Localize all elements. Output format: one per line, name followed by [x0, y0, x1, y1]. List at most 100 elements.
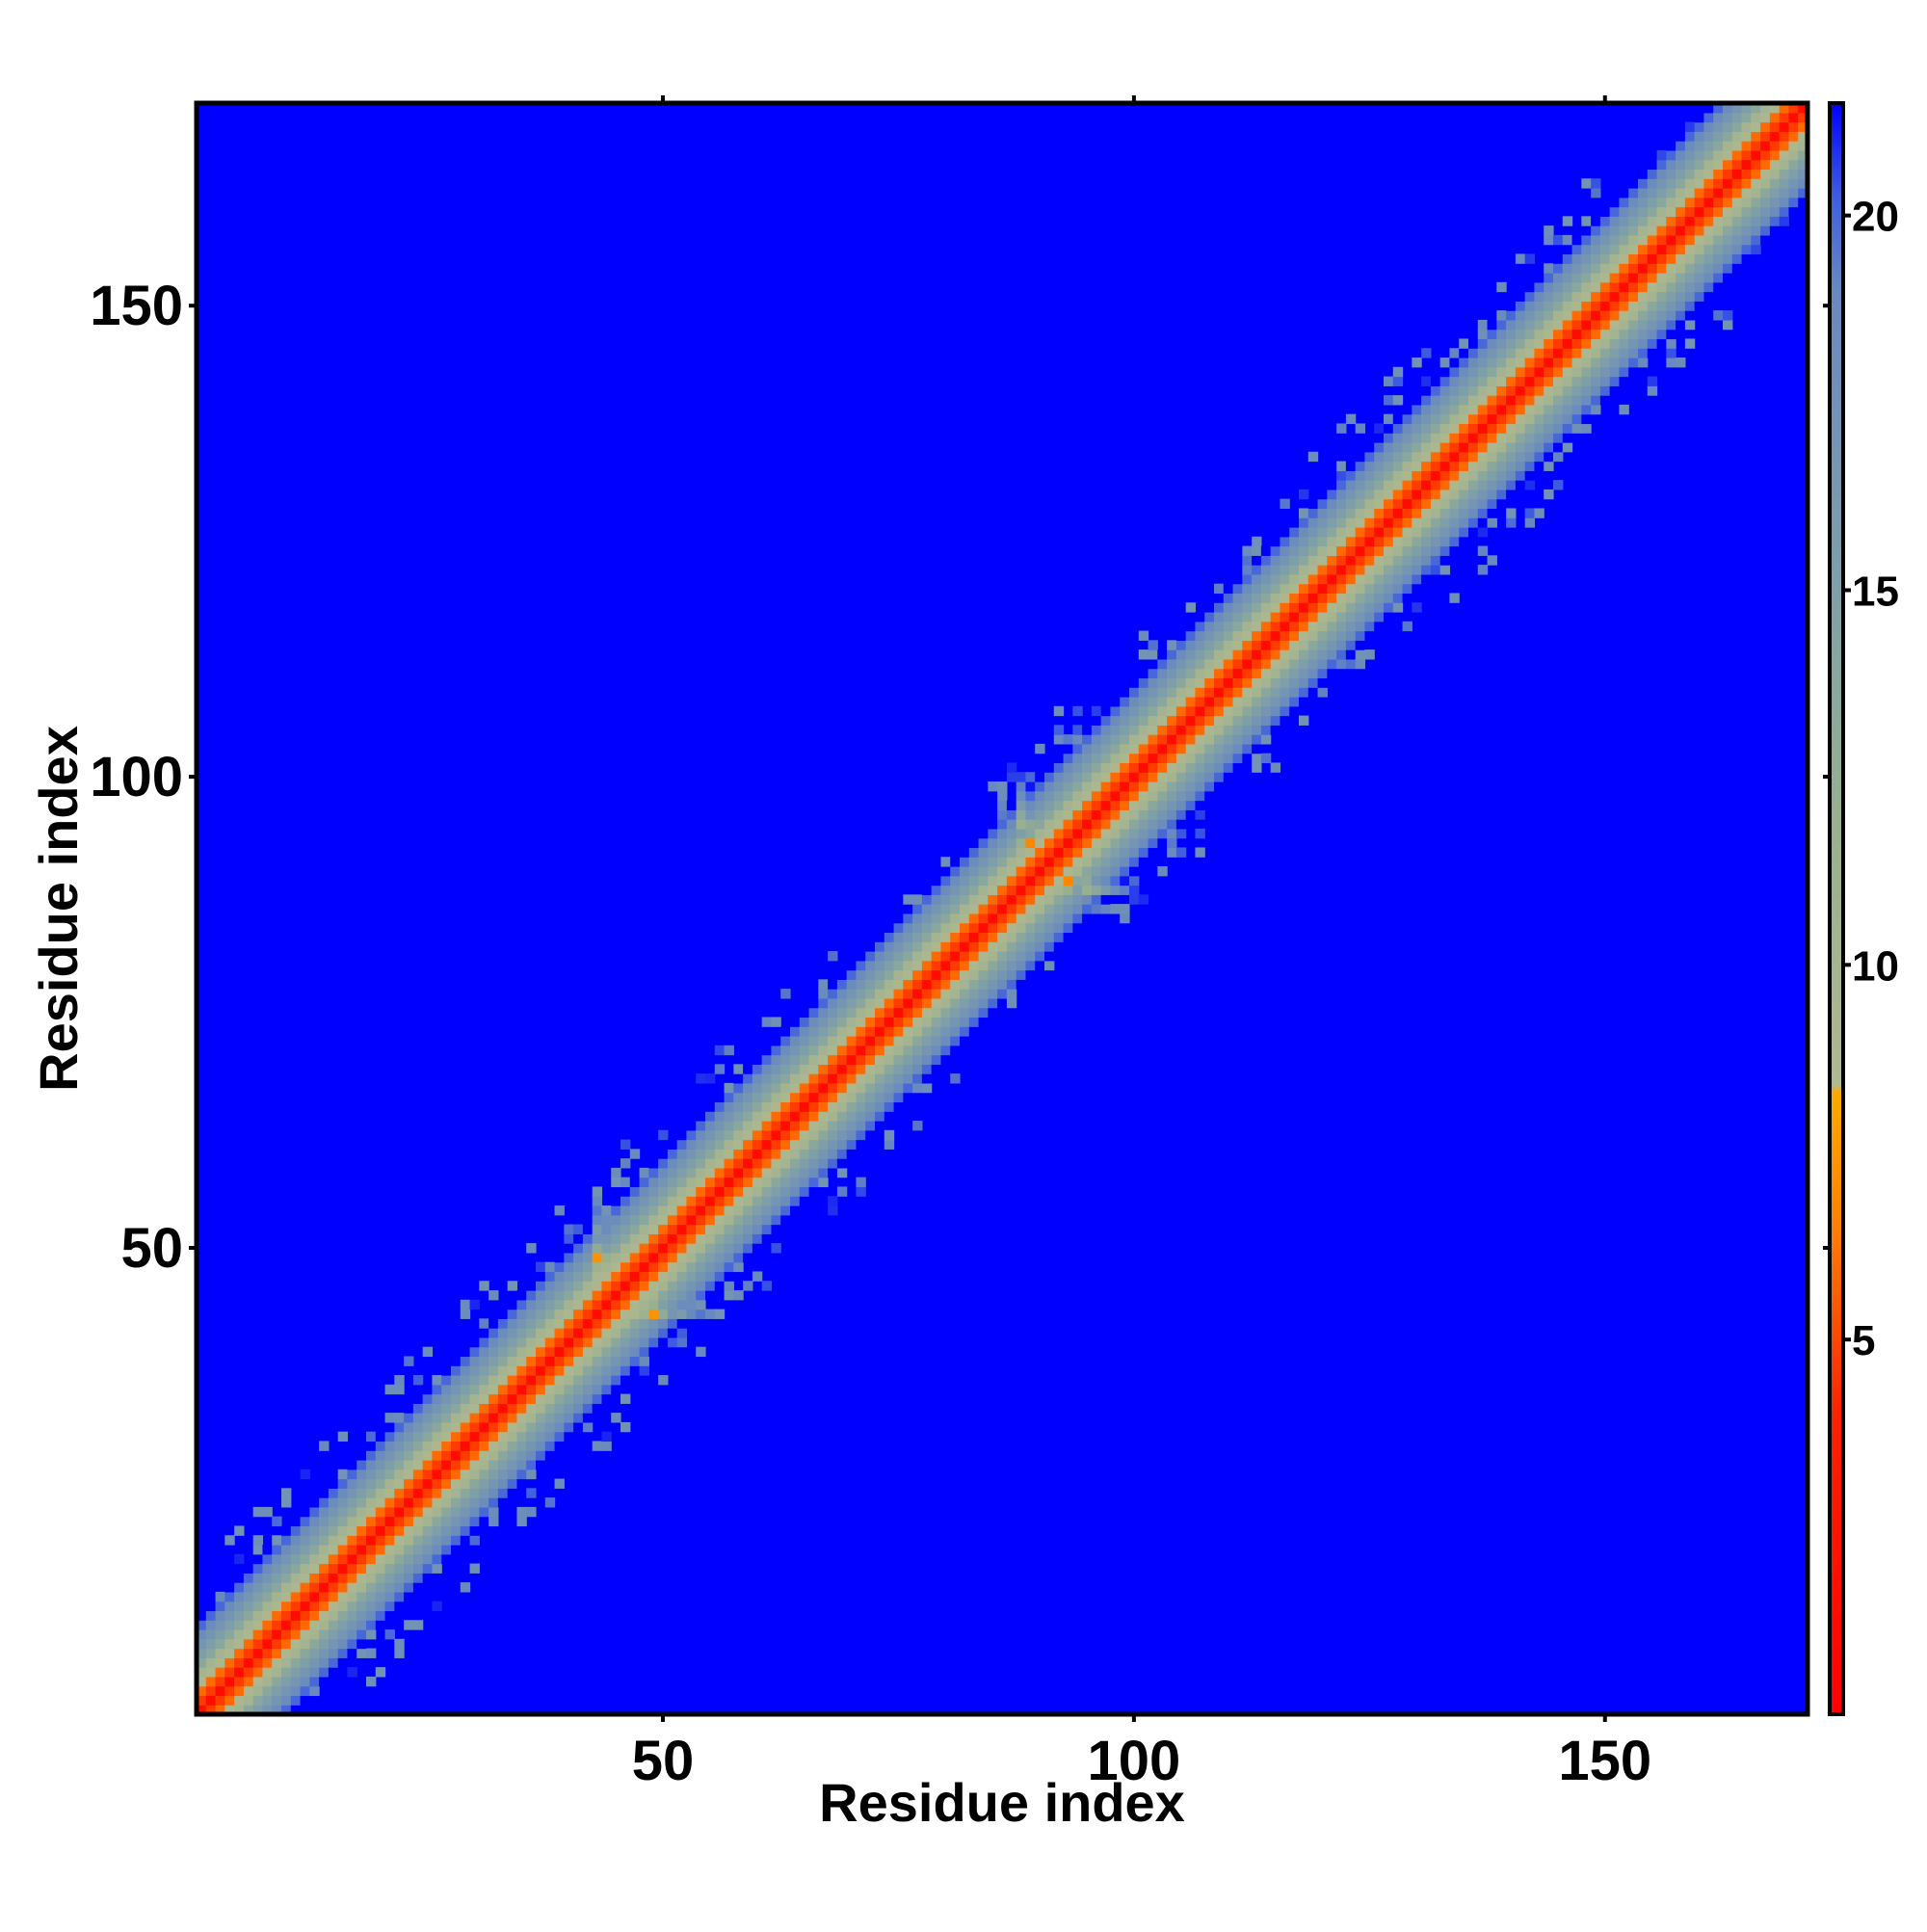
- heatmap-cell: [1591, 225, 1601, 236]
- heatmap-cell: [460, 1525, 471, 1536]
- heatmap-cell: [1609, 291, 1621, 302]
- heatmap-cell: [384, 1384, 395, 1395]
- heatmap-cell: [658, 1375, 669, 1386]
- heatmap-cell: [676, 1167, 688, 1178]
- heatmap-cell: [234, 1657, 245, 1668]
- heatmap-cell: [544, 1328, 556, 1338]
- heatmap-cell: [1035, 857, 1045, 867]
- heatmap-cell: [1317, 687, 1328, 698]
- heatmap-cell: [460, 1356, 471, 1366]
- heatmap-cell: [290, 1620, 302, 1630]
- heatmap-cell: [696, 1309, 706, 1319]
- heatmap-cell: [1477, 319, 1489, 331]
- heatmap-cell: [724, 1205, 734, 1216]
- heatmap-cell: [611, 1233, 621, 1244]
- heatmap-cell: [1449, 480, 1460, 490]
- heatmap-cell: [337, 1657, 349, 1668]
- heatmap-cell: [536, 1299, 546, 1310]
- heatmap-cell: [526, 1421, 537, 1433]
- heatmap-cell: [1148, 715, 1158, 726]
- heatmap-cell: [582, 1328, 594, 1338]
- heatmap-cell: [1760, 206, 1771, 217]
- heatmap-cell: [1402, 451, 1412, 463]
- heatmap-cell: [818, 989, 829, 999]
- heatmap-cell: [1731, 225, 1743, 236]
- heatmap-cell: [384, 1525, 395, 1536]
- heatmap-cell: [780, 1205, 791, 1216]
- heatmap-cell: [724, 1281, 734, 1291]
- heatmap-cell: [1270, 555, 1281, 566]
- heatmap-cell: [1025, 772, 1036, 782]
- heatmap-cell: [1317, 602, 1328, 613]
- heatmap-cell: [978, 997, 989, 1009]
- heatmap-cell: [846, 1026, 858, 1037]
- heatmap-cell: [780, 1092, 791, 1103]
- heatmap-cell: [931, 904, 942, 914]
- heatmap-cell: [818, 979, 829, 990]
- heatmap-cell: [1345, 508, 1357, 518]
- heatmap-cell: [724, 1158, 734, 1169]
- heatmap-cell: [1260, 583, 1272, 595]
- heatmap-cell: [243, 1620, 254, 1630]
- heatmap-cell: [394, 1506, 405, 1518]
- heatmap-cell: [856, 1073, 866, 1084]
- heatmap-cell: [1751, 225, 1761, 236]
- heatmap-cell: [1638, 357, 1649, 368]
- heatmap-cell: [1638, 338, 1649, 349]
- heatmap-cell: [347, 1497, 357, 1508]
- heatmap-cell: [384, 1478, 395, 1489]
- heatmap-cell: [1609, 273, 1621, 283]
- heatmap-cell: [469, 1431, 480, 1442]
- heatmap-cell: [940, 857, 951, 867]
- heatmap-cell: [648, 1346, 659, 1358]
- heatmap-cell: [488, 1488, 499, 1498]
- heatmap-cell: [1384, 442, 1394, 453]
- heatmap-cell: [988, 922, 998, 934]
- heatmap-cell: [441, 1545, 452, 1555]
- heatmap-cell: [1082, 762, 1093, 773]
- heatmap-cell: [940, 1026, 951, 1037]
- heatmap-cell: [1242, 630, 1253, 641]
- heatmap-cell: [1138, 743, 1149, 754]
- heatmap-cell: [516, 1299, 527, 1310]
- heatmap-cell: [836, 1064, 848, 1074]
- heatmap-cell: [1638, 244, 1649, 255]
- heatmap-cell: [1769, 225, 1781, 236]
- heatmap-cell: [1553, 338, 1564, 349]
- heatmap-cell: [1044, 951, 1055, 962]
- heatmap-cell: [497, 1421, 509, 1433]
- heatmap-cell: [620, 1318, 631, 1329]
- heatmap-cell: [1035, 809, 1045, 820]
- heatmap-cell: [1676, 301, 1686, 311]
- heatmap-cell: [1299, 573, 1309, 585]
- heatmap-cell: [337, 1582, 349, 1593]
- heatmap-cell: [1025, 837, 1036, 849]
- heatmap-cell: [1430, 461, 1441, 471]
- heatmap-cell: [921, 1007, 933, 1019]
- heatmap-cell: [1129, 772, 1140, 782]
- heatmap-cell: [1619, 244, 1629, 255]
- heatmap-cell: [1129, 790, 1140, 802]
- heatmap-cell: [1638, 178, 1649, 189]
- heatmap-cell: [1364, 508, 1375, 518]
- heatmap-cell: [912, 1036, 923, 1046]
- heatmap-cell: [875, 960, 885, 971]
- heatmap-cell: [1581, 281, 1592, 293]
- heatmap-cell: [875, 997, 885, 1009]
- heatmap-cell: [366, 1460, 377, 1470]
- heatmap-cell: [1779, 131, 1790, 142]
- heatmap-cell: [1374, 433, 1385, 443]
- heatmap-cell: [1260, 612, 1272, 622]
- heatmap-cell: [1421, 442, 1432, 453]
- heatmap-cell: [828, 1082, 838, 1094]
- heatmap-cell: [1232, 743, 1243, 754]
- heatmap-cell: [771, 1129, 781, 1141]
- heatmap-cell: [828, 1045, 838, 1056]
- heatmap-cell: [1713, 149, 1724, 161]
- heatmap-cell: [1713, 281, 1724, 293]
- heatmap-cell: [667, 1290, 678, 1301]
- heatmap-cell: [1280, 593, 1290, 603]
- heatmap-cell: [799, 1017, 810, 1027]
- heatmap-cell: [1384, 602, 1394, 613]
- heatmap-cell: [893, 1082, 904, 1094]
